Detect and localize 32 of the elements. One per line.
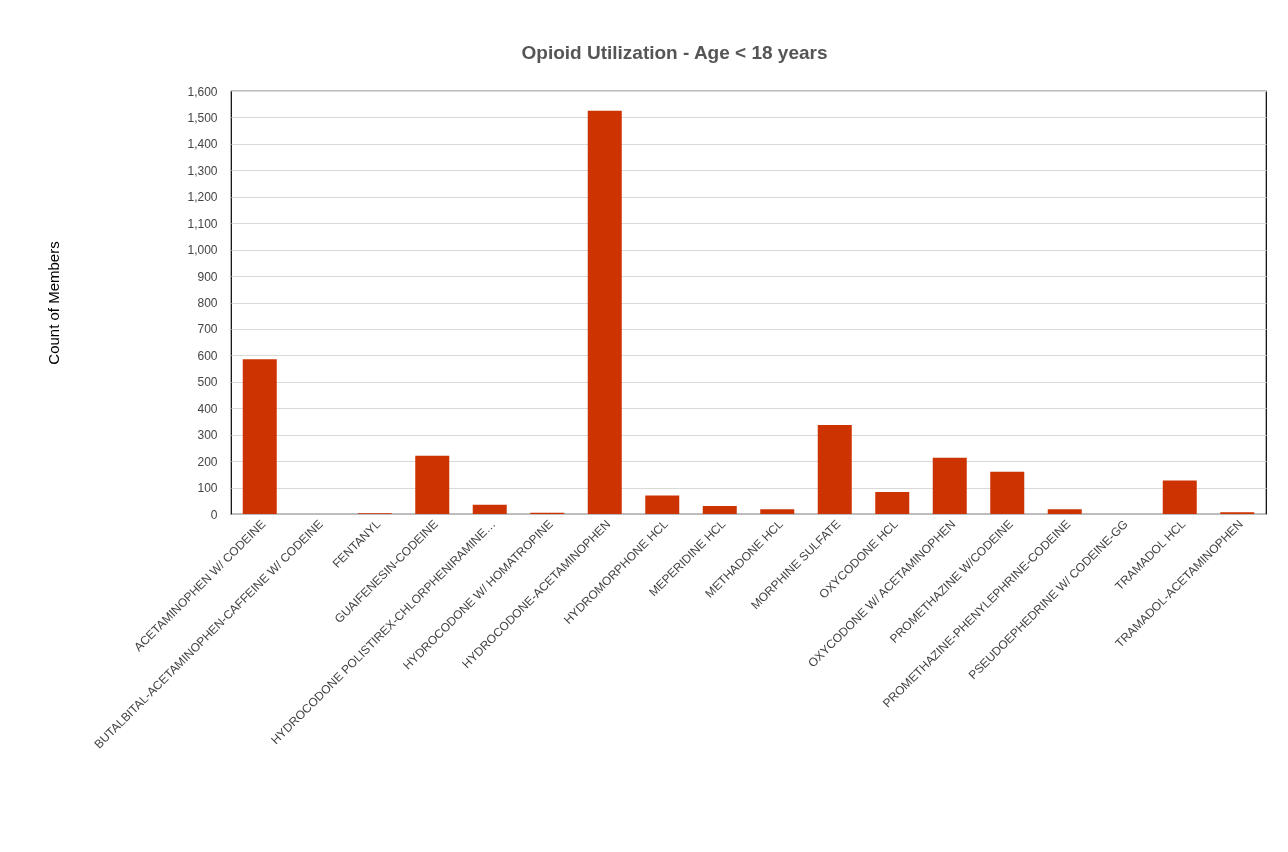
y-tick-label: 0 xyxy=(210,507,218,522)
y-tick-label: 900 xyxy=(197,269,218,284)
bar xyxy=(875,492,910,514)
y-tick-label: 300 xyxy=(197,428,218,443)
y-tick-label: 400 xyxy=(197,401,218,416)
bar xyxy=(932,457,967,514)
y-tick-label: 200 xyxy=(197,454,218,469)
bar xyxy=(645,495,680,514)
bar xyxy=(990,471,1025,514)
y-axis-title: Count of Members xyxy=(45,241,63,365)
y-tick-label: 1,300 xyxy=(187,163,218,178)
bar xyxy=(472,504,507,514)
y-tick-label: 1,000 xyxy=(187,243,218,258)
y-tick-label: 1,200 xyxy=(187,190,218,205)
y-tick-label: 600 xyxy=(197,348,218,363)
y-tick-label: 1,100 xyxy=(187,216,218,231)
y-tick-label: 700 xyxy=(197,322,218,337)
y-tick-label: 1,600 xyxy=(187,84,218,99)
y-tick-label: 1,500 xyxy=(187,110,218,125)
bar xyxy=(587,110,622,514)
chart-title: Opioid Utilization - Age < 18 years xyxy=(521,42,828,63)
y-tick-label: 100 xyxy=(197,481,218,496)
bar xyxy=(242,359,277,514)
bar xyxy=(415,455,450,514)
bar xyxy=(1162,480,1197,514)
y-tick-label: 500 xyxy=(197,375,218,390)
bar xyxy=(1047,509,1082,514)
bar xyxy=(702,506,737,514)
y-tick-label: 1,400 xyxy=(187,137,218,152)
bar xyxy=(760,509,795,514)
bar xyxy=(817,424,852,514)
y-tick-label: 800 xyxy=(197,296,218,310)
